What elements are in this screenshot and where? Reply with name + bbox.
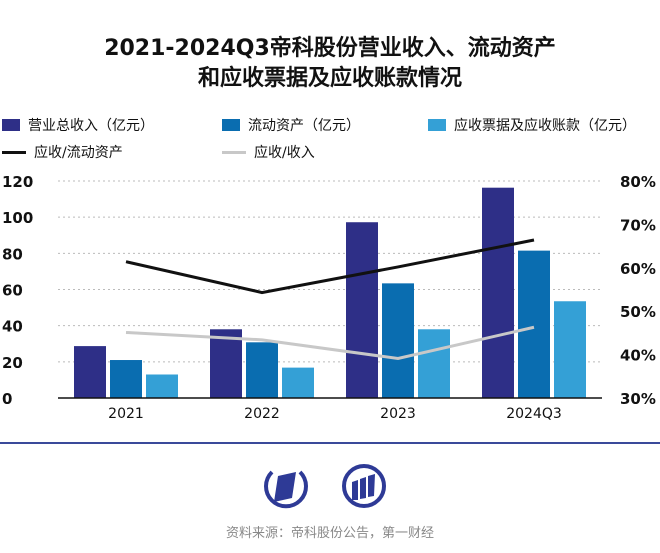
right-axis-tick-label: 70% bbox=[620, 216, 656, 234]
legend-label: 应收/流动资产 bbox=[34, 145, 123, 161]
legend-receivables: 应收票据及应收账款（亿元） bbox=[428, 115, 636, 135]
legend-line bbox=[222, 150, 246, 154]
right-axis-tick-label: 60% bbox=[620, 260, 656, 278]
x-axis-tick-label: 2022 bbox=[244, 406, 280, 422]
chart-title-line-2: 和应收票据及应收账款情况 bbox=[197, 66, 462, 91]
left-axis-tick-label: 100 bbox=[2, 209, 33, 227]
legend-line bbox=[2, 150, 26, 154]
bar bbox=[554, 301, 586, 398]
bar bbox=[346, 222, 378, 398]
x-axis-tick-label: 2021 bbox=[108, 406, 144, 422]
bar bbox=[146, 374, 178, 398]
x-axis-tick-label: 2023 bbox=[380, 406, 416, 422]
bar bbox=[282, 367, 314, 398]
right-axis-tick-label: 50% bbox=[620, 303, 656, 321]
source-note: 资料来源：帝科股份公告，第一财经 bbox=[225, 526, 434, 541]
chart-plot: 0 20 40 60 80 100 120 30% 40% 50% 60% 70% 80% 2021 202… bbox=[2, 173, 656, 422]
bar bbox=[74, 346, 106, 398]
legend-label: 营业总收入（亿元） bbox=[28, 118, 154, 134]
legend-ratio-revenue: 应收/收入 bbox=[222, 142, 315, 162]
right-axis-tick-label: 40% bbox=[620, 347, 656, 365]
right-axis-tick-label: 30% bbox=[620, 390, 656, 408]
left-axis-tick-label: 120 bbox=[2, 173, 33, 191]
legend-label: 流动资产（亿元） bbox=[248, 118, 360, 134]
legend-swatch bbox=[428, 119, 446, 131]
line-series-receivable-revenue bbox=[125, 325, 535, 361]
divider bbox=[0, 442, 660, 444]
x-axis-tick-label: 2024Q3 bbox=[506, 406, 562, 422]
bar bbox=[246, 342, 278, 398]
logo-bars-icon bbox=[342, 464, 386, 508]
legend-label: 应收票据及应收账款（亿元） bbox=[454, 118, 636, 134]
left-axis-tick-label: 60 bbox=[2, 282, 23, 300]
left-axis-tick-label: 0 bbox=[2, 390, 12, 408]
left-axis-tick-label: 40 bbox=[2, 318, 23, 336]
bar bbox=[418, 329, 450, 398]
legend-swatch bbox=[222, 119, 240, 131]
legend-revenue: 营业总收入（亿元） bbox=[2, 115, 154, 135]
left-axis-tick-label: 20 bbox=[2, 354, 23, 372]
bar bbox=[110, 360, 142, 398]
chart-title-line-1: 2021-2024Q3帝科股份营业收入、流动资产 bbox=[104, 36, 556, 61]
bar bbox=[382, 283, 414, 398]
legend-swatch bbox=[2, 119, 20, 131]
bar bbox=[482, 187, 514, 398]
legend-label: 应收/收入 bbox=[254, 145, 315, 161]
bar bbox=[210, 329, 242, 398]
legend-ratio-assets: 应收/流动资产 bbox=[2, 142, 123, 162]
legend-current-assets: 流动资产（亿元） bbox=[222, 115, 360, 135]
line-series-receivable-assets bbox=[125, 238, 535, 295]
logo-parallelogram-icon bbox=[264, 470, 308, 509]
right-axis-tick-label: 80% bbox=[620, 173, 656, 191]
bar bbox=[518, 250, 550, 398]
left-axis-tick-label: 80 bbox=[2, 245, 23, 263]
